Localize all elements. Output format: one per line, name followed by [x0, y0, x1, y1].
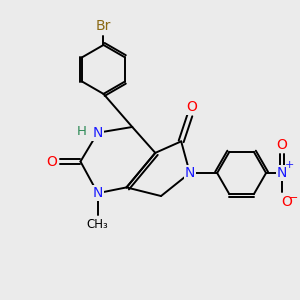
Text: O: O: [276, 138, 287, 152]
Text: N: N: [92, 126, 103, 140]
Text: N: N: [184, 166, 195, 180]
Text: O: O: [46, 154, 57, 169]
Text: +: +: [285, 160, 295, 170]
Text: CH₃: CH₃: [87, 218, 109, 231]
Text: N: N: [277, 166, 287, 180]
Text: O: O: [186, 100, 197, 114]
Text: O: O: [281, 195, 292, 209]
Text: N: N: [92, 186, 103, 200]
Text: Br: Br: [96, 19, 111, 33]
Text: H: H: [77, 125, 87, 138]
Text: −: −: [289, 193, 299, 203]
